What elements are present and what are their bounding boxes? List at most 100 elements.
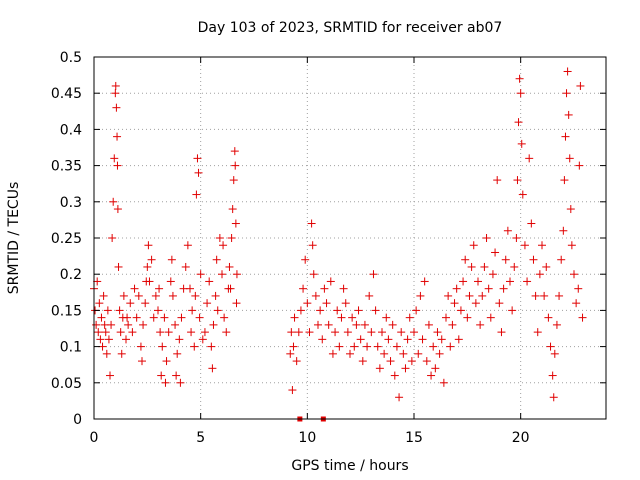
data-point bbox=[501, 255, 510, 264]
data-point bbox=[378, 328, 386, 337]
data-point bbox=[219, 241, 228, 250]
data-point bbox=[175, 335, 184, 344]
data-point bbox=[386, 357, 395, 366]
data-point bbox=[107, 320, 116, 329]
data-point bbox=[171, 320, 180, 329]
data-point bbox=[506, 277, 514, 286]
y-tick-label: 0.4 bbox=[60, 122, 82, 138]
data-point bbox=[324, 320, 333, 329]
data-point bbox=[93, 277, 102, 286]
data-point bbox=[482, 234, 491, 242]
data-point bbox=[222, 328, 231, 337]
data-point bbox=[439, 378, 448, 387]
data-point bbox=[102, 349, 111, 358]
data-point bbox=[474, 277, 482, 286]
data-point bbox=[510, 262, 519, 271]
data-point bbox=[384, 335, 393, 344]
data-point bbox=[397, 328, 406, 337]
data-point bbox=[412, 306, 421, 315]
data-point bbox=[514, 118, 523, 127]
data-point bbox=[523, 277, 532, 286]
data-point bbox=[465, 291, 474, 300]
data-point bbox=[424, 320, 433, 329]
data-point bbox=[435, 349, 444, 358]
data-point bbox=[420, 277, 429, 286]
data-point bbox=[156, 328, 165, 337]
data-point bbox=[116, 328, 125, 337]
data-point bbox=[429, 342, 438, 351]
data-point bbox=[119, 291, 128, 300]
data-point bbox=[320, 284, 329, 293]
data-point bbox=[566, 205, 575, 214]
data-point bbox=[109, 197, 118, 206]
data-point bbox=[348, 313, 357, 322]
data-point bbox=[373, 342, 382, 351]
data-point bbox=[542, 262, 551, 271]
data-point bbox=[405, 313, 414, 322]
data-point bbox=[173, 349, 182, 358]
y-tick-label: 0.05 bbox=[51, 376, 82, 392]
data-point bbox=[316, 306, 325, 315]
data-point bbox=[113, 161, 122, 170]
data-point bbox=[226, 284, 235, 293]
data-point bbox=[540, 291, 549, 300]
x-tick-label: 15 bbox=[405, 430, 423, 446]
data-point bbox=[145, 277, 154, 286]
data-point bbox=[215, 234, 224, 242]
data-point bbox=[307, 219, 316, 228]
data-point bbox=[559, 226, 568, 235]
data-point bbox=[518, 190, 527, 199]
data-point bbox=[228, 205, 237, 214]
data-point bbox=[161, 378, 170, 387]
data-point bbox=[467, 262, 476, 271]
data-point bbox=[516, 89, 525, 98]
data-point bbox=[126, 299, 135, 308]
data-point bbox=[515, 74, 524, 83]
data-point bbox=[94, 328, 103, 337]
data-point bbox=[167, 255, 176, 264]
data-point bbox=[561, 132, 570, 141]
axis-ticks: 0 5 10 15 20 0 0.05 0.1 0.15 0.2 0.25 0.3 0.35 0.4 0.4… bbox=[51, 50, 606, 446]
x-tick-label: 5 bbox=[196, 430, 205, 446]
data-point bbox=[151, 291, 160, 300]
data-point bbox=[463, 313, 472, 322]
data-point bbox=[572, 299, 581, 308]
y-tick-label: 0.45 bbox=[51, 86, 82, 102]
data-point bbox=[469, 241, 478, 250]
data-point bbox=[198, 335, 207, 344]
data-point bbox=[578, 313, 587, 322]
data-point bbox=[289, 342, 298, 351]
data-point bbox=[363, 342, 372, 351]
data-point bbox=[195, 313, 204, 322]
data-point bbox=[538, 241, 546, 250]
data-point bbox=[286, 349, 295, 358]
data-point bbox=[322, 299, 331, 308]
y-axis-title: SRMTID / TECUs bbox=[6, 182, 22, 295]
data-point bbox=[456, 306, 465, 315]
data-point bbox=[208, 364, 217, 373]
data-point bbox=[459, 277, 468, 286]
data-point bbox=[574, 284, 583, 293]
data-point bbox=[403, 335, 412, 344]
data-point bbox=[491, 248, 500, 257]
y-tick-label: 0 bbox=[73, 412, 82, 428]
data-point bbox=[503, 226, 512, 235]
x-tick-label: 10 bbox=[298, 430, 316, 446]
data-point bbox=[225, 262, 234, 271]
data-point bbox=[416, 291, 425, 300]
data-point bbox=[134, 291, 143, 300]
data-points bbox=[90, 67, 587, 422]
grid-lines bbox=[94, 57, 606, 419]
data-point bbox=[115, 306, 124, 315]
data-point bbox=[194, 168, 203, 177]
data-point bbox=[333, 306, 342, 315]
data-point bbox=[550, 349, 559, 358]
data-point bbox=[448, 320, 457, 329]
data-point bbox=[294, 328, 303, 337]
data-point bbox=[147, 255, 156, 264]
data-point bbox=[444, 291, 453, 300]
data-point bbox=[299, 284, 308, 293]
data-point bbox=[564, 110, 573, 119]
data-point bbox=[106, 371, 114, 380]
data-point bbox=[560, 176, 569, 185]
